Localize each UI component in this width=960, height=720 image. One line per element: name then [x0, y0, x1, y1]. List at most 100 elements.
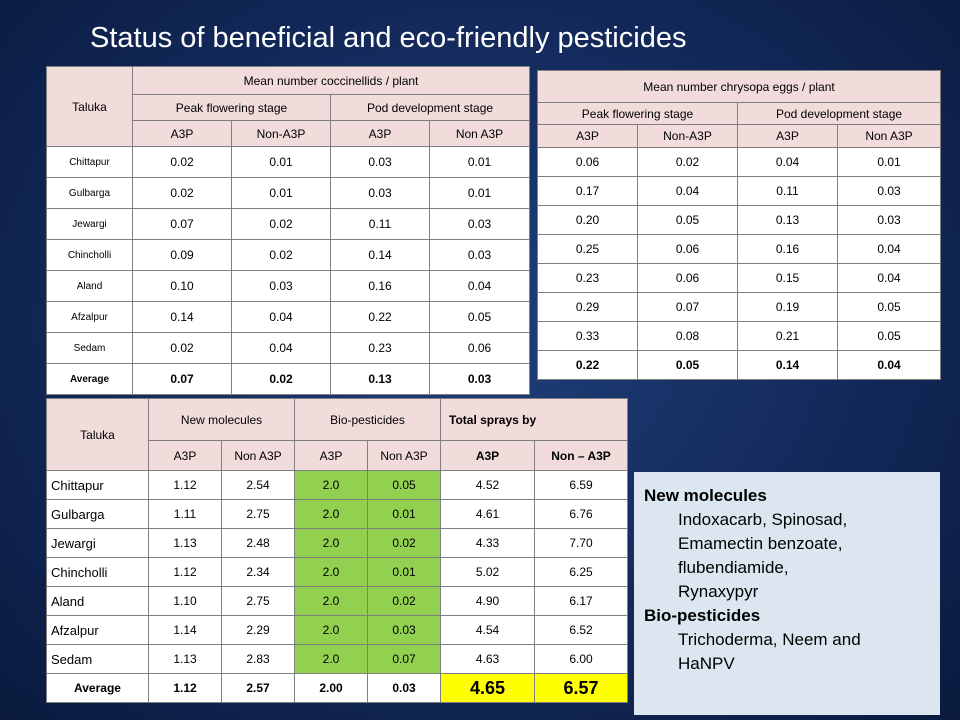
- value-cell: 6.57: [534, 673, 629, 703]
- chrysopa-table: Mean number chrysopa eggs / plant Peak f…: [536, 70, 942, 380]
- table-row: Average 0.07 0.02 0.13 0.03: [46, 363, 531, 395]
- value-cell: 6.25: [534, 557, 629, 587]
- value-cell: 2.83: [221, 644, 295, 674]
- value-cell: 0.02: [231, 239, 331, 271]
- table-row: Chittapur 1.12 2.54 2.0 0.05 4.52 6.59: [46, 470, 629, 500]
- value-cell: 0.06: [537, 147, 638, 177]
- value-cell: 1.12: [148, 470, 222, 500]
- value-cell: 0.05: [637, 350, 738, 380]
- taluka-cell: Chittapur: [46, 146, 133, 178]
- value-cell: 0.04: [637, 176, 738, 206]
- taluka-header: Taluka: [46, 398, 149, 471]
- table-row: 0.06 0.02 0.04 0.01: [537, 147, 942, 177]
- value-cell: 0.02: [132, 332, 232, 364]
- pod-development-header: Pod development stage: [329, 94, 531, 121]
- value-cell: 0.02: [132, 146, 232, 178]
- value-cell: 2.54: [221, 470, 295, 500]
- value-cell: 0.29: [537, 292, 638, 322]
- table-row: Average 1.12 2.57 2.00 0.03 4.65 6.57: [46, 673, 629, 703]
- table-row: 0.29 0.07 0.19 0.05: [537, 292, 942, 322]
- value-cell: 0.02: [366, 586, 442, 616]
- value-cell: 0.04: [428, 270, 531, 302]
- legend-line: Emamectin benzoate,: [678, 534, 843, 553]
- value-cell: 6.52: [534, 615, 629, 645]
- value-cell: 0.03: [428, 208, 531, 240]
- table-row: Afzalpur 1.14 2.29 2.0 0.03 4.54 6.52: [46, 615, 629, 645]
- table-row: Aland 1.10 2.75 2.0 0.02 4.90 6.17: [46, 586, 629, 616]
- value-cell: 0.06: [428, 332, 531, 364]
- pesticide-legend: New molecules Indoxacarb, Spinosad, Emam…: [634, 472, 940, 715]
- value-cell: 2.75: [221, 586, 295, 616]
- bio-pesticides-header: Bio-pesticides: [293, 398, 442, 441]
- value-cell: 2.75: [221, 499, 295, 529]
- value-cell: 0.04: [836, 350, 942, 380]
- taluka-cell: Gulbarga: [46, 177, 133, 209]
- col-non-a3p: Non-A3P: [231, 120, 331, 147]
- value-cell: 0.16: [737, 234, 838, 264]
- value-cell: 0.03: [330, 146, 430, 178]
- total-sprays-header: Total sprays by: [440, 398, 629, 441]
- value-cell: 2.0: [294, 528, 368, 558]
- col-non-a3p: Non A3P: [836, 124, 942, 148]
- col-a3p: A3P: [737, 124, 838, 148]
- value-cell: 0.03: [330, 177, 430, 209]
- bio-pesticides-heading: Bio-pesticides: [644, 606, 761, 625]
- value-cell: 0.05: [836, 321, 942, 351]
- taluka-cell: Average: [46, 363, 133, 395]
- legend-line: flubendiamide,: [678, 558, 789, 577]
- value-cell: 0.33: [537, 321, 638, 351]
- value-cell: 0.07: [132, 208, 232, 240]
- chrysopa-group-header: Mean number chrysopa eggs / plant: [536, 70, 942, 103]
- table-row: 0.20 0.05 0.13 0.03: [537, 205, 942, 235]
- value-cell: 0.06: [637, 234, 738, 264]
- table-row: Chincholli 0.09 0.02 0.14 0.03: [46, 239, 531, 271]
- value-cell: 5.02: [440, 557, 536, 587]
- value-cell: 0.05: [836, 292, 942, 322]
- table-row: Gulbarga 1.11 2.75 2.0 0.01 4.61 6.76: [46, 499, 629, 529]
- value-cell: 0.07: [132, 363, 232, 395]
- value-cell: 6.00: [534, 644, 629, 674]
- value-cell: 0.04: [737, 147, 838, 177]
- value-cell: 0.03: [366, 673, 442, 703]
- value-cell: 1.14: [148, 615, 222, 645]
- table-row: Sedam 1.13 2.83 2.0 0.07 4.63 6.00: [46, 644, 629, 674]
- value-cell: 0.20: [537, 205, 638, 235]
- value-cell: 0.04: [836, 263, 942, 293]
- value-cell: 0.05: [428, 301, 531, 333]
- value-cell: 0.04: [231, 332, 331, 364]
- value-cell: 4.65: [440, 673, 536, 703]
- value-cell: 4.33: [440, 528, 536, 558]
- value-cell: 7.70: [534, 528, 629, 558]
- value-cell: 2.48: [221, 528, 295, 558]
- taluka-cell: Sedam: [46, 332, 133, 364]
- value-cell: 0.01: [366, 499, 442, 529]
- taluka-header: Taluka: [46, 66, 133, 147]
- value-cell: 0.10: [132, 270, 232, 302]
- taluka-cell: Afzalpur: [46, 301, 133, 333]
- value-cell: 0.01: [428, 146, 531, 178]
- value-cell: 0.17: [537, 176, 638, 206]
- value-cell: 0.11: [330, 208, 430, 240]
- table-row: 0.33 0.08 0.21 0.05: [537, 321, 942, 351]
- value-cell: 4.63: [440, 644, 536, 674]
- table-row: Sedam 0.02 0.04 0.23 0.06: [46, 332, 531, 364]
- taluka-cell: Aland: [46, 586, 149, 616]
- value-cell: 0.05: [366, 470, 442, 500]
- col-a3p: A3P: [294, 440, 368, 471]
- value-cell: 0.01: [366, 557, 442, 587]
- new-molecules-header: New molecules: [148, 398, 295, 441]
- taluka-cell: Gulbarga: [46, 499, 149, 529]
- value-cell: 0.01: [836, 147, 942, 177]
- value-cell: 4.61: [440, 499, 536, 529]
- value-cell: 0.03: [428, 239, 531, 271]
- value-cell: 0.23: [537, 263, 638, 293]
- value-cell: 6.76: [534, 499, 629, 529]
- coccinellid-table: Taluka Mean number coccinellids / plant …: [46, 66, 531, 395]
- value-cell: 2.0: [294, 644, 368, 674]
- value-cell: 0.04: [231, 301, 331, 333]
- page-title: Status of beneficial and eco-friendly pe…: [90, 22, 687, 54]
- table-row: Chittapur 0.02 0.01 0.03 0.01: [46, 146, 531, 178]
- value-cell: 2.29: [221, 615, 295, 645]
- col-non-a3p: Non A3P: [366, 440, 442, 471]
- value-cell: 0.14: [330, 239, 430, 271]
